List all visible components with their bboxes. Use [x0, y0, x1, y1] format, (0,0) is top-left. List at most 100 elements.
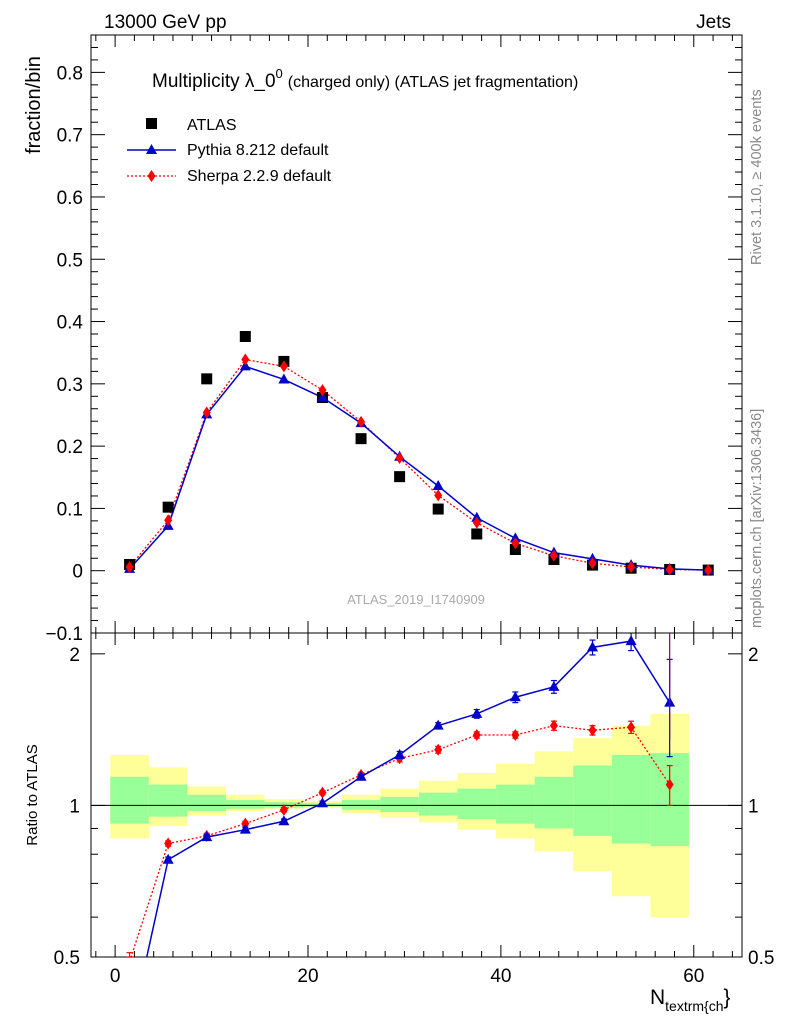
- pythia-point: [278, 373, 290, 384]
- sherpa-ratio-point: [472, 728, 481, 741]
- ratio-y-tick-label: 0.5: [54, 948, 80, 969]
- ratio-y-tick-label: 2: [69, 645, 80, 666]
- legend-pythia-label: Pythia 8.212 default: [187, 142, 329, 159]
- sherpa-ratio-line: [130, 725, 671, 957]
- mcplots-label: mcplots.cern.ch [arXiv:1306.3436]: [749, 409, 765, 628]
- sherpa-ratio-point: [128, 955, 131, 957]
- uncertainty-band-green: [534, 776, 574, 829]
- chart-title-suffix: (charged only) (ATLAS jet fragmentation): [288, 74, 579, 91]
- y-tick-label: 0.5: [57, 250, 83, 271]
- sherpa-point: [472, 516, 481, 529]
- legend-atlas-marker: [146, 118, 157, 129]
- pythia-ratio-point: [239, 823, 251, 834]
- x-tick-label: 60: [683, 966, 704, 987]
- legend-sherpa-marker: [147, 170, 156, 182]
- sherpa-point: [241, 353, 250, 366]
- sherpa-ratio-point: [434, 743, 443, 756]
- header-energy-label: 13000 GeV pp: [104, 12, 227, 33]
- sherpa-point: [665, 563, 674, 576]
- pythia-ratio-point: [201, 831, 213, 842]
- sherpa-point: [357, 415, 366, 428]
- sherpa-ratio-point: [627, 721, 636, 734]
- sherpa-line: [129, 358, 709, 571]
- ratio-y-tick-label-right: 1: [748, 796, 759, 817]
- atlas-point: [239, 330, 251, 342]
- pythia-ratio-point: [471, 707, 483, 718]
- legend-pythia-marker: [146, 144, 157, 154]
- pythia-ratio-point: [548, 680, 560, 691]
- atlas-point: [509, 544, 521, 556]
- pythia-ratio-point: [432, 719, 444, 730]
- y-tick-label: 0.3: [57, 375, 83, 396]
- uncertainty-band-green: [226, 800, 265, 809]
- sherpa-point: [627, 560, 636, 573]
- y-tick-label: 0.4: [57, 313, 84, 334]
- uncertainty-band-green: [573, 765, 612, 836]
- sherpa-point: [704, 564, 713, 577]
- uncertainty-band-green: [148, 784, 188, 817]
- ratio-y-tick-label: 1: [69, 796, 80, 817]
- pythia-ratio-point: [587, 641, 599, 652]
- uncertainty-band-green: [496, 784, 535, 824]
- x-tick-label: 0: [110, 966, 121, 987]
- sherpa-ratio-point: [279, 803, 288, 816]
- sherpa-point: [279, 360, 288, 373]
- atlas-point: [432, 503, 444, 515]
- atlas-point: [162, 501, 174, 513]
- x-tick-label: 20: [297, 966, 318, 987]
- y-tick-label: 0.1: [57, 499, 83, 520]
- pythia-ratio-point: [394, 748, 406, 759]
- pythia-ratio-point: [625, 635, 637, 646]
- y-tick-label: 0.7: [57, 126, 83, 147]
- sherpa-point: [434, 489, 443, 502]
- legend: ATLAS Pythia 8.212 default Sherpa 2.2.9 …: [127, 117, 332, 185]
- ratio-y-tick-label-right: 0.5: [748, 948, 774, 969]
- y-tick-label: 0.6: [57, 188, 83, 209]
- y-axis-label: fraction/bin: [23, 56, 45, 154]
- uncertainty-band-green: [457, 788, 497, 819]
- sherpa-point: [395, 451, 404, 464]
- sherpa-point: [164, 514, 173, 527]
- ratio-y-axis-label: Ratio to ATLAS: [24, 744, 41, 845]
- legend-atlas-label: ATLAS: [187, 117, 237, 134]
- sherpa-point: [511, 537, 520, 550]
- pythia-point: [316, 391, 328, 402]
- pythia-line: [129, 365, 709, 571]
- ratio-plot-panel: 0 20 40 60 0.5 0.5 1 1 2 2: [54, 632, 774, 987]
- sherpa-ratio-point: [588, 724, 597, 737]
- uncertainty-band-green: [418, 792, 458, 816]
- sherpa-point: [125, 560, 134, 573]
- atlas-point: [394, 471, 406, 483]
- atlas-point: [201, 373, 213, 385]
- uncertainty-band-green: [187, 794, 227, 811]
- y-tick-label: 0: [72, 562, 83, 583]
- sherpa-ratio-point: [511, 728, 520, 741]
- sherpa-point: [318, 384, 327, 397]
- y-tick-label: 0.2: [57, 437, 83, 458]
- y-tick-label: 0.8: [57, 63, 83, 84]
- sherpa-point: [588, 557, 597, 570]
- x-tick-label: 40: [490, 966, 511, 987]
- atlas-point: [355, 433, 367, 445]
- legend-sherpa-label: Sherpa 2.2.9 default: [187, 168, 332, 185]
- analysis-watermark: ATLAS_2019_I1740909: [347, 592, 485, 607]
- uncertainty-band-green: [380, 796, 419, 813]
- x-axis-label: Ntextrm{ch}: [650, 986, 731, 1014]
- header-jets-label: Jets: [696, 12, 731, 33]
- sherpa-ratio-point: [549, 719, 558, 732]
- sherpa-ratio-point: [318, 786, 327, 799]
- chart-title-main: Multiplicity λ_0: [152, 71, 276, 92]
- uncertainty-band-green: [110, 776, 149, 824]
- pythia-ratio-point: [162, 853, 174, 864]
- pythia-ratio-point: [278, 815, 290, 826]
- x-axis-label-main: N: [650, 986, 665, 1009]
- uncertainty-band-green: [611, 754, 651, 844]
- sherpa-point: [202, 406, 211, 419]
- pythia-point: [432, 479, 444, 490]
- pythia-ratio-point: [355, 770, 367, 781]
- sherpa-point: [549, 549, 558, 562]
- atlas-point: [471, 528, 483, 540]
- y-tick-label: −0.1: [45, 624, 83, 645]
- sherpa-ratio-point: [665, 778, 674, 791]
